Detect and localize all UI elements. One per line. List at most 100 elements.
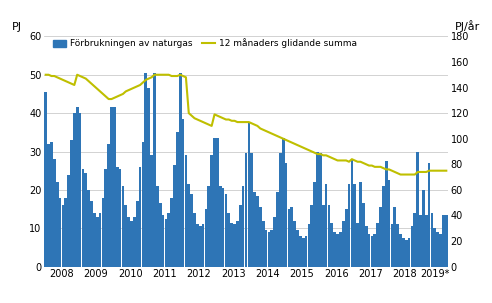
Bar: [150, 155, 153, 267]
Bar: [250, 153, 253, 267]
Bar: [411, 226, 413, 267]
Bar: [156, 186, 158, 267]
Bar: [173, 165, 176, 267]
Bar: [362, 203, 365, 267]
Bar: [405, 240, 407, 267]
Bar: [382, 186, 385, 267]
Bar: [299, 236, 302, 267]
Bar: [153, 73, 156, 267]
Bar: [322, 205, 325, 267]
Bar: [282, 138, 284, 267]
Bar: [276, 192, 279, 267]
Bar: [59, 198, 62, 267]
Bar: [391, 225, 393, 267]
Bar: [93, 213, 96, 267]
Bar: [56, 182, 59, 267]
Bar: [293, 221, 296, 267]
Bar: [416, 152, 419, 267]
Bar: [242, 186, 245, 267]
Bar: [253, 192, 256, 267]
Bar: [96, 217, 98, 267]
Bar: [247, 123, 250, 267]
Bar: [388, 180, 391, 267]
Bar: [113, 107, 116, 267]
Bar: [145, 73, 147, 267]
Bar: [196, 225, 199, 267]
Bar: [239, 205, 242, 267]
Bar: [408, 238, 410, 267]
Bar: [104, 169, 107, 267]
Bar: [328, 205, 330, 267]
Bar: [199, 226, 202, 267]
Bar: [430, 213, 433, 267]
Bar: [287, 209, 290, 267]
Bar: [142, 142, 144, 267]
Bar: [325, 184, 328, 267]
Bar: [331, 222, 333, 267]
Bar: [339, 232, 342, 267]
Bar: [259, 207, 262, 267]
Bar: [439, 234, 442, 267]
Bar: [219, 186, 221, 267]
Bar: [116, 167, 119, 267]
Bar: [62, 205, 64, 267]
Bar: [236, 221, 239, 267]
Bar: [44, 92, 47, 267]
Bar: [445, 215, 448, 267]
Bar: [353, 184, 356, 267]
Bar: [336, 234, 339, 267]
Bar: [216, 138, 219, 267]
Bar: [279, 153, 282, 267]
Bar: [268, 232, 270, 267]
Bar: [205, 209, 207, 267]
Bar: [182, 119, 184, 267]
Bar: [256, 196, 259, 267]
Bar: [82, 169, 84, 267]
Bar: [273, 217, 276, 267]
Bar: [442, 215, 445, 267]
Bar: [413, 213, 416, 267]
Bar: [233, 225, 236, 267]
Bar: [245, 153, 247, 267]
Bar: [50, 142, 53, 267]
Bar: [308, 225, 310, 267]
Bar: [101, 198, 104, 267]
Bar: [53, 159, 56, 267]
Bar: [370, 236, 373, 267]
Bar: [230, 222, 233, 267]
Bar: [127, 217, 130, 267]
Bar: [316, 152, 319, 267]
Bar: [133, 217, 136, 267]
Bar: [422, 190, 425, 267]
Bar: [136, 201, 139, 267]
Bar: [110, 107, 113, 267]
Bar: [319, 153, 322, 267]
Bar: [376, 222, 379, 267]
Bar: [227, 213, 230, 267]
Bar: [119, 169, 122, 267]
Text: PJ/år: PJ/år: [455, 20, 480, 32]
Bar: [373, 234, 376, 267]
Bar: [164, 219, 167, 267]
Legend: Förbrukningen av naturgas, 12 månaders glidande summa: Förbrukningen av naturgas, 12 månaders g…: [53, 38, 357, 48]
Bar: [176, 132, 179, 267]
Bar: [76, 107, 79, 267]
Bar: [148, 88, 150, 267]
Bar: [90, 201, 93, 267]
Bar: [184, 155, 187, 267]
Bar: [190, 194, 193, 267]
Bar: [222, 188, 224, 267]
Bar: [399, 234, 402, 267]
Bar: [124, 205, 127, 267]
Bar: [67, 175, 70, 267]
Bar: [305, 236, 308, 267]
Bar: [167, 213, 170, 267]
Bar: [433, 228, 436, 267]
Bar: [187, 184, 190, 267]
Bar: [262, 221, 265, 267]
Bar: [394, 207, 396, 267]
Bar: [350, 159, 353, 267]
Bar: [296, 230, 299, 267]
Bar: [310, 205, 313, 267]
Bar: [396, 225, 399, 267]
